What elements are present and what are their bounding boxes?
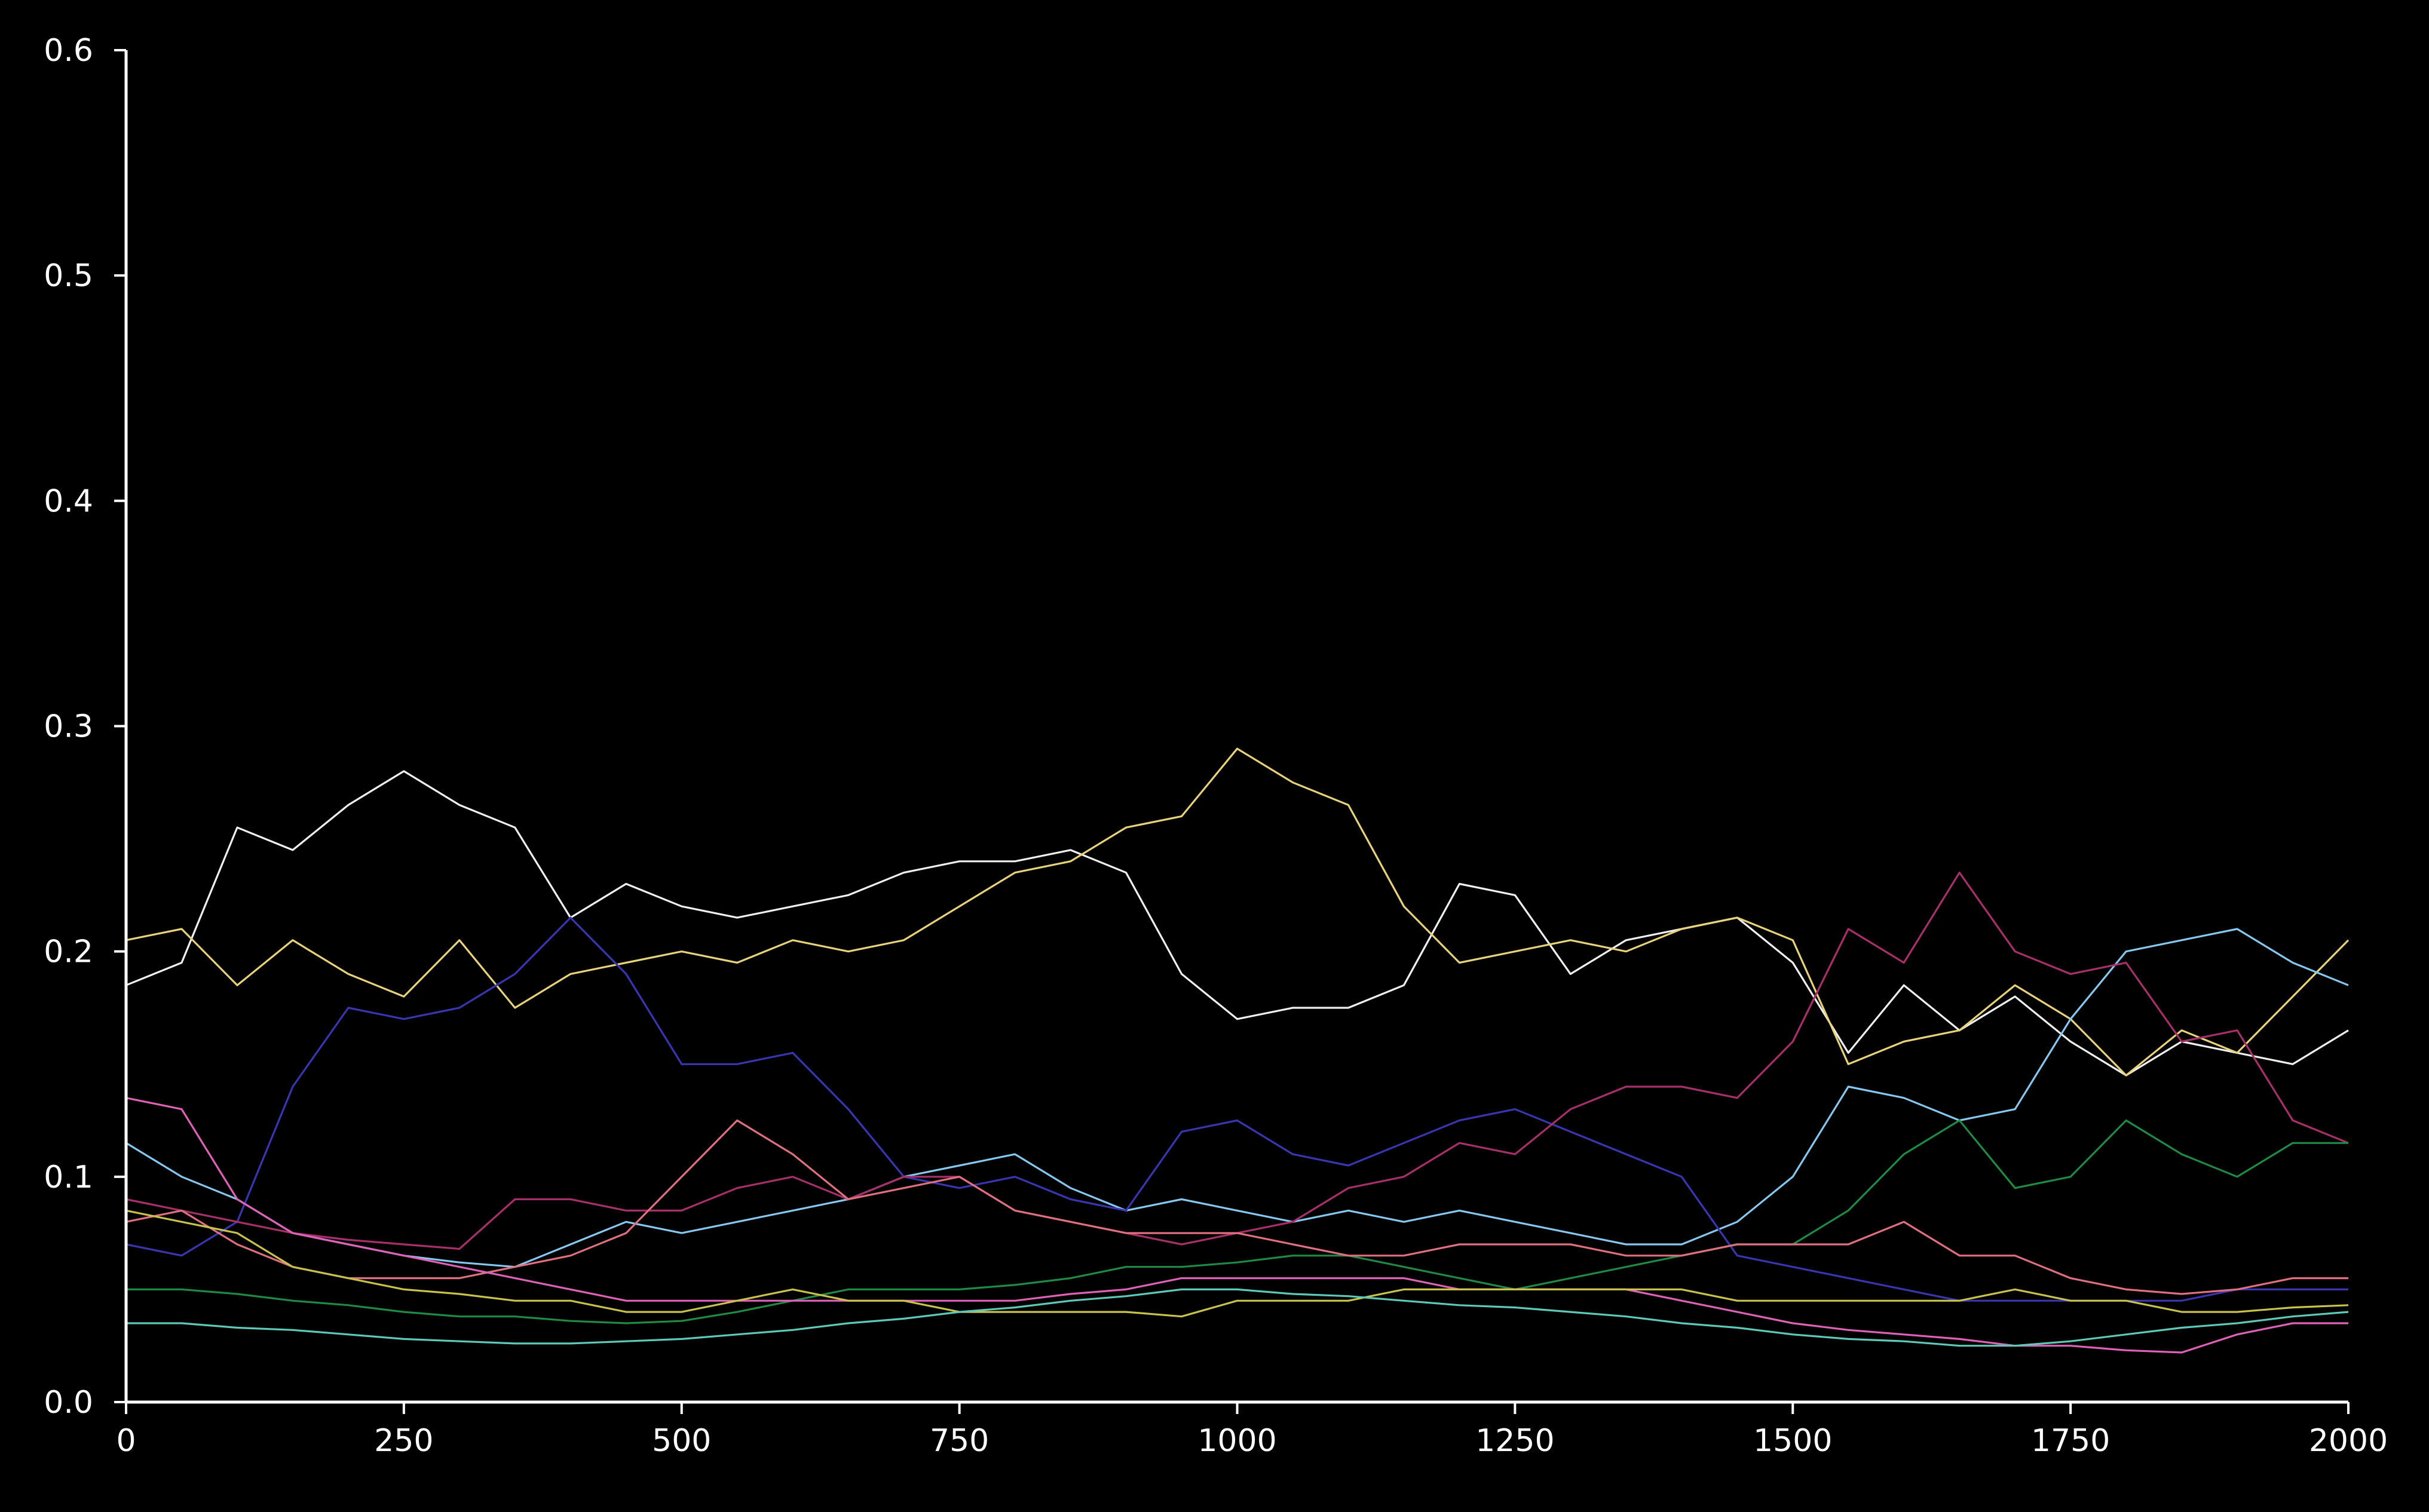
x-tick-label: 1000 — [1197, 1423, 1276, 1459]
x-tick-label: 0 — [116, 1423, 136, 1459]
y-tick-label: 0.3 — [44, 709, 93, 745]
y-tick-label: 0.5 — [44, 258, 93, 294]
series-layer — [125, 747, 2350, 1354]
x-tick-label: 250 — [374, 1423, 433, 1459]
y-tick-label: 0.1 — [44, 1160, 93, 1195]
series-line-4 — [125, 916, 2348, 1302]
x-tick-label: 1250 — [1475, 1423, 1554, 1459]
y-tick-label: 0.6 — [44, 33, 93, 69]
series-line-6 — [126, 1119, 2348, 1324]
series-line-9 — [125, 1209, 2349, 1318]
x-tick-label: 2000 — [2309, 1423, 2388, 1459]
y-tick-label: 0.2 — [44, 934, 93, 970]
x-tick-label: 1500 — [1753, 1423, 1832, 1459]
x-tick-label: 1750 — [2031, 1423, 2110, 1459]
series-line-8 — [125, 1097, 2348, 1354]
x-tick-label: 500 — [652, 1423, 711, 1459]
series-line-1 — [125, 770, 2349, 1077]
y-tick-label: 0.0 — [44, 1385, 93, 1421]
axes-layer: 0 250 500 750 1000 1250 1500 1750 2000 0.0 0.1 0.2 0… — [44, 33, 2388, 1459]
y-tick-label: 0.4 — [44, 483, 93, 519]
series-line-7 — [125, 1119, 2348, 1295]
x-tick-label: 750 — [930, 1423, 989, 1459]
series-line-10 — [126, 1288, 2349, 1347]
series-line-3 — [125, 928, 2349, 1268]
